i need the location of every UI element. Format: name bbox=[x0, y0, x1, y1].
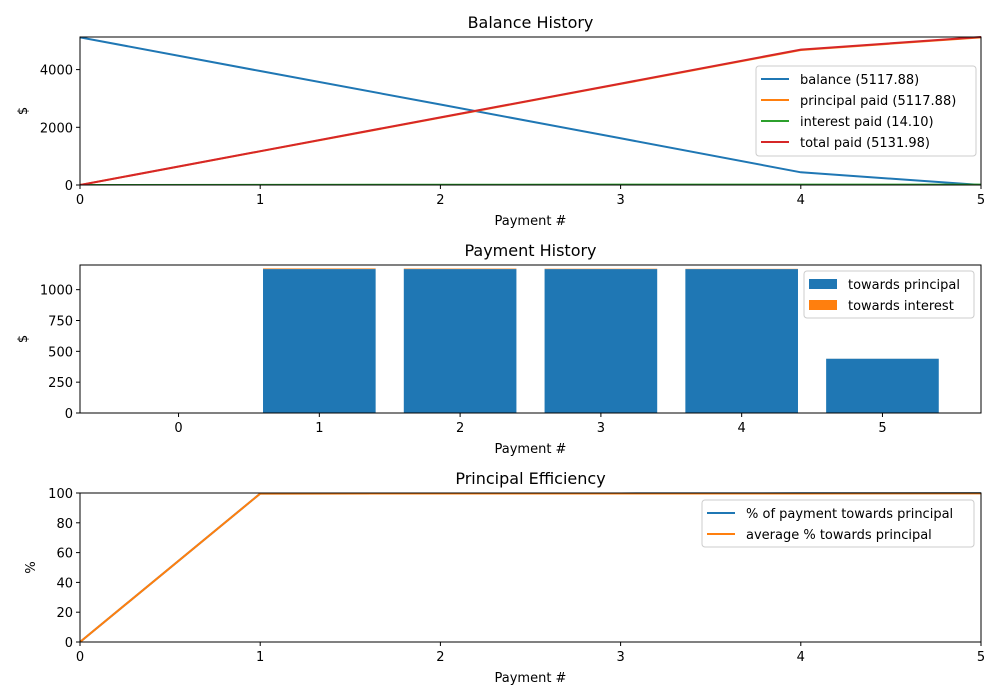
legend-swatch bbox=[809, 279, 837, 289]
x-axis-label: Payment # bbox=[495, 442, 567, 457]
legend: towards principal towards interest bbox=[803, 270, 975, 319]
plot-frame bbox=[79, 492, 982, 643]
x-tick-label: 1 bbox=[315, 421, 323, 436]
plot-frame bbox=[79, 36, 982, 186]
y-axis-label: % bbox=[24, 561, 39, 573]
x-tick-label: 3 bbox=[616, 650, 624, 665]
x-tick-label: 1 bbox=[256, 193, 264, 208]
bar-towards-principal-2 bbox=[403, 269, 517, 413]
legend-entry: towards interest bbox=[848, 299, 954, 314]
chart-3: Principal Efficiency 0 1 2 3 4 5 0 20 40 60 80 100 Pa… bbox=[24, 469, 985, 686]
y-axis-label: $ bbox=[16, 335, 31, 343]
chart-title: Payment History bbox=[464, 241, 596, 260]
y-tick-label: 4000 bbox=[40, 64, 73, 79]
series-line-1 bbox=[80, 36, 981, 185]
legend-swatch bbox=[809, 300, 837, 310]
bar-towards-interest-1 bbox=[263, 268, 376, 270]
legend: % of payment towards principal average % … bbox=[701, 499, 975, 548]
legend-entry: total paid (5131.98) bbox=[800, 136, 930, 151]
x-tick-label: 4 bbox=[738, 421, 746, 436]
chart-1: Balance History 0 1 2 3 4 5 0 2000 4000 Payment # $… bbox=[16, 13, 985, 229]
x-tick-label: 3 bbox=[616, 193, 624, 208]
bar-towards-principal-5 bbox=[826, 358, 939, 413]
legend-box bbox=[701, 499, 975, 548]
x-tick-label: 4 bbox=[797, 193, 805, 208]
legend-entry: average % towards principal bbox=[746, 528, 932, 543]
legend: balance (5117.88) principal paid (5117.88… bbox=[755, 65, 977, 157]
x-tick-label: 1 bbox=[256, 650, 264, 665]
legend-entry: % of payment towards principal bbox=[746, 507, 953, 522]
y-axis-label: $ bbox=[16, 107, 31, 115]
y-tick-label: 0 bbox=[65, 636, 73, 651]
series-line-4 bbox=[80, 35, 981, 185]
x-axis-label: Payment # bbox=[495, 671, 567, 686]
x-tick-label: 5 bbox=[977, 650, 985, 665]
x-tick-label: 5 bbox=[878, 421, 886, 436]
chart-title: Principal Efficiency bbox=[455, 469, 605, 488]
y-tick-label: 100 bbox=[48, 487, 73, 502]
x-tick-label: 0 bbox=[174, 421, 182, 436]
x-tick-label: 5 bbox=[977, 193, 985, 208]
plot-frame bbox=[79, 264, 982, 414]
legend-entry: interest paid (14.10) bbox=[800, 115, 934, 130]
bar-towards-principal-1 bbox=[263, 269, 376, 413]
x-tick-label: 2 bbox=[436, 650, 444, 665]
legend-box bbox=[755, 65, 977, 157]
y-tick-label: 500 bbox=[48, 345, 73, 360]
legend-entry: principal paid (5117.88) bbox=[800, 94, 956, 109]
y-tick-label: 40 bbox=[56, 576, 73, 591]
chart-2: Payment History 0 1 2 3 4 5 0 250 500 750 1000 Payme… bbox=[16, 241, 982, 457]
y-tick-label: 0 bbox=[65, 179, 73, 194]
x-tick-label: 4 bbox=[797, 650, 805, 665]
y-tick-label: 2000 bbox=[40, 121, 73, 136]
x-tick-label: 3 bbox=[597, 421, 605, 436]
y-tick-label: 60 bbox=[56, 547, 73, 562]
x-tick-label: 0 bbox=[76, 193, 84, 208]
plot-area bbox=[263, 268, 939, 413]
y-tick-label: 1000 bbox=[40, 284, 73, 299]
bar-towards-principal-3 bbox=[544, 269, 658, 413]
legend-entry: towards principal bbox=[848, 278, 960, 293]
legend-box bbox=[803, 270, 975, 319]
y-tick-label: 750 bbox=[48, 315, 73, 330]
legend-entry: balance (5117.88) bbox=[800, 73, 919, 88]
y-tick-label: 20 bbox=[56, 606, 73, 621]
bar-towards-principal-4 bbox=[685, 269, 798, 413]
chart-title: Balance History bbox=[468, 13, 594, 32]
y-tick-label: 0 bbox=[65, 407, 73, 422]
y-tick-label: 250 bbox=[48, 376, 73, 391]
x-tick-label: 2 bbox=[456, 421, 464, 436]
x-axis-label: Payment # bbox=[495, 214, 567, 229]
x-tick-label: 2 bbox=[436, 193, 444, 208]
x-tick-label: 0 bbox=[76, 650, 84, 665]
y-tick-label: 80 bbox=[56, 517, 73, 532]
